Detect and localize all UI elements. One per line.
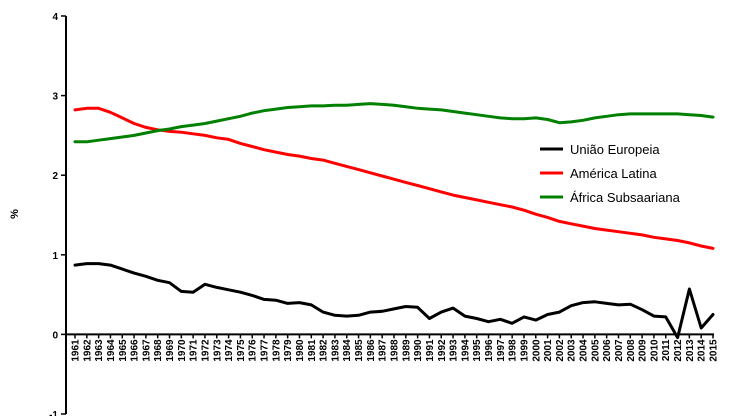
x-tick-label: 1962 (82, 339, 93, 362)
legend: União Europeia América Latina África Subsa… (540, 142, 681, 205)
y-tick-label: 1 (52, 251, 58, 262)
x-tick-label: 1995 (472, 339, 483, 362)
x-tick-label: 1982 (319, 339, 330, 362)
x-tick-label: 1992 (437, 339, 448, 362)
legend-label: União Europeia (570, 142, 660, 157)
x-tick-label: 2010 (649, 339, 660, 362)
x-tick-label: 1979 (283, 339, 294, 362)
x-tick-label: 1965 (118, 339, 129, 362)
x-tick-label: 1973 (212, 339, 223, 362)
y-tick-label: 2 (52, 171, 58, 182)
y-tick-label: 0 (52, 330, 58, 341)
x-tick-label: 1993 (449, 339, 460, 362)
series-line (73, 106, 715, 250)
x-tick-label: 1981 (307, 339, 318, 362)
x-tick-label: 1972 (200, 339, 211, 362)
x-tick-label: 2014 (697, 339, 708, 362)
x-tick-label: 2005 (590, 339, 601, 362)
x-tick-label: 1984 (342, 339, 353, 362)
x-tick-label: 1983 (330, 339, 341, 362)
x-tick-label: 1975 (236, 339, 247, 362)
x-tick-label: 2015 (709, 339, 720, 362)
x-tick-label: 2003 (567, 339, 578, 362)
x-tick-label: 1989 (401, 339, 412, 362)
x-tick-label: 1964 (106, 339, 117, 362)
x-tick-label: 1994 (460, 339, 471, 362)
x-tick-label: 2007 (614, 339, 625, 362)
x-tick-label: 2012 (673, 339, 684, 362)
x-tick-label: 2009 (638, 339, 649, 362)
x-tick-label: 1985 (354, 339, 365, 362)
y-axis-ticks: -1 0 1 2 3 4 (49, 12, 66, 416)
x-tick-label: 1974 (224, 339, 235, 362)
x-tick-label: 1976 (248, 339, 259, 362)
x-tick-label: 1968 (153, 339, 164, 362)
x-tick-label: 1991 (425, 339, 436, 362)
x-tick-label: 1969 (165, 339, 176, 362)
x-tick-label: 1977 (260, 339, 271, 362)
x-tick-label: 2002 (555, 339, 566, 362)
x-tick-label: 2013 (685, 339, 696, 362)
x-tick-label: 1996 (484, 339, 495, 362)
x-tick-label: 2011 (661, 339, 672, 361)
x-tick-label: 1971 (189, 339, 200, 362)
x-tick-label: 1998 (508, 339, 519, 362)
x-tick-label: 1961 (71, 339, 82, 362)
x-tick-label: 1978 (271, 339, 282, 362)
x-tick-label: 1970 (177, 339, 188, 362)
x-tick-label: 1990 (413, 339, 424, 362)
x-tick-label: 1966 (130, 339, 141, 362)
y-axis-label: % (9, 209, 21, 219)
x-axis-ticks: 1961 1962 1963 1964 1965 1966 1967 1968 1969 1970… (71, 334, 720, 362)
legend-label: África Subsaariana (570, 190, 681, 205)
x-tick-label: 1980 (295, 339, 306, 362)
x-tick-label: 2001 (543, 339, 554, 362)
x-tick-label: 2004 (579, 339, 590, 362)
x-tick-label: 1963 (94, 339, 105, 362)
series-line (73, 102, 715, 144)
x-tick-label: 2008 (626, 339, 637, 362)
series-lines (73, 102, 715, 340)
y-tick-label: 3 (52, 92, 58, 103)
x-tick-label: 1987 (378, 339, 389, 362)
x-tick-label: 2006 (602, 339, 613, 362)
series-line (73, 262, 715, 340)
x-tick-label: 1986 (366, 339, 377, 362)
x-tick-label: 1967 (141, 339, 152, 362)
legend-label: América Latina (570, 166, 657, 181)
x-tick-label: 1997 (496, 339, 507, 362)
y-tick-label: -1 (49, 410, 58, 416)
y-tick-label: 4 (52, 12, 58, 23)
x-tick-label: 1988 (390, 339, 401, 362)
x-tick-label: 2000 (531, 339, 542, 362)
x-tick-label: 1999 (519, 339, 530, 362)
